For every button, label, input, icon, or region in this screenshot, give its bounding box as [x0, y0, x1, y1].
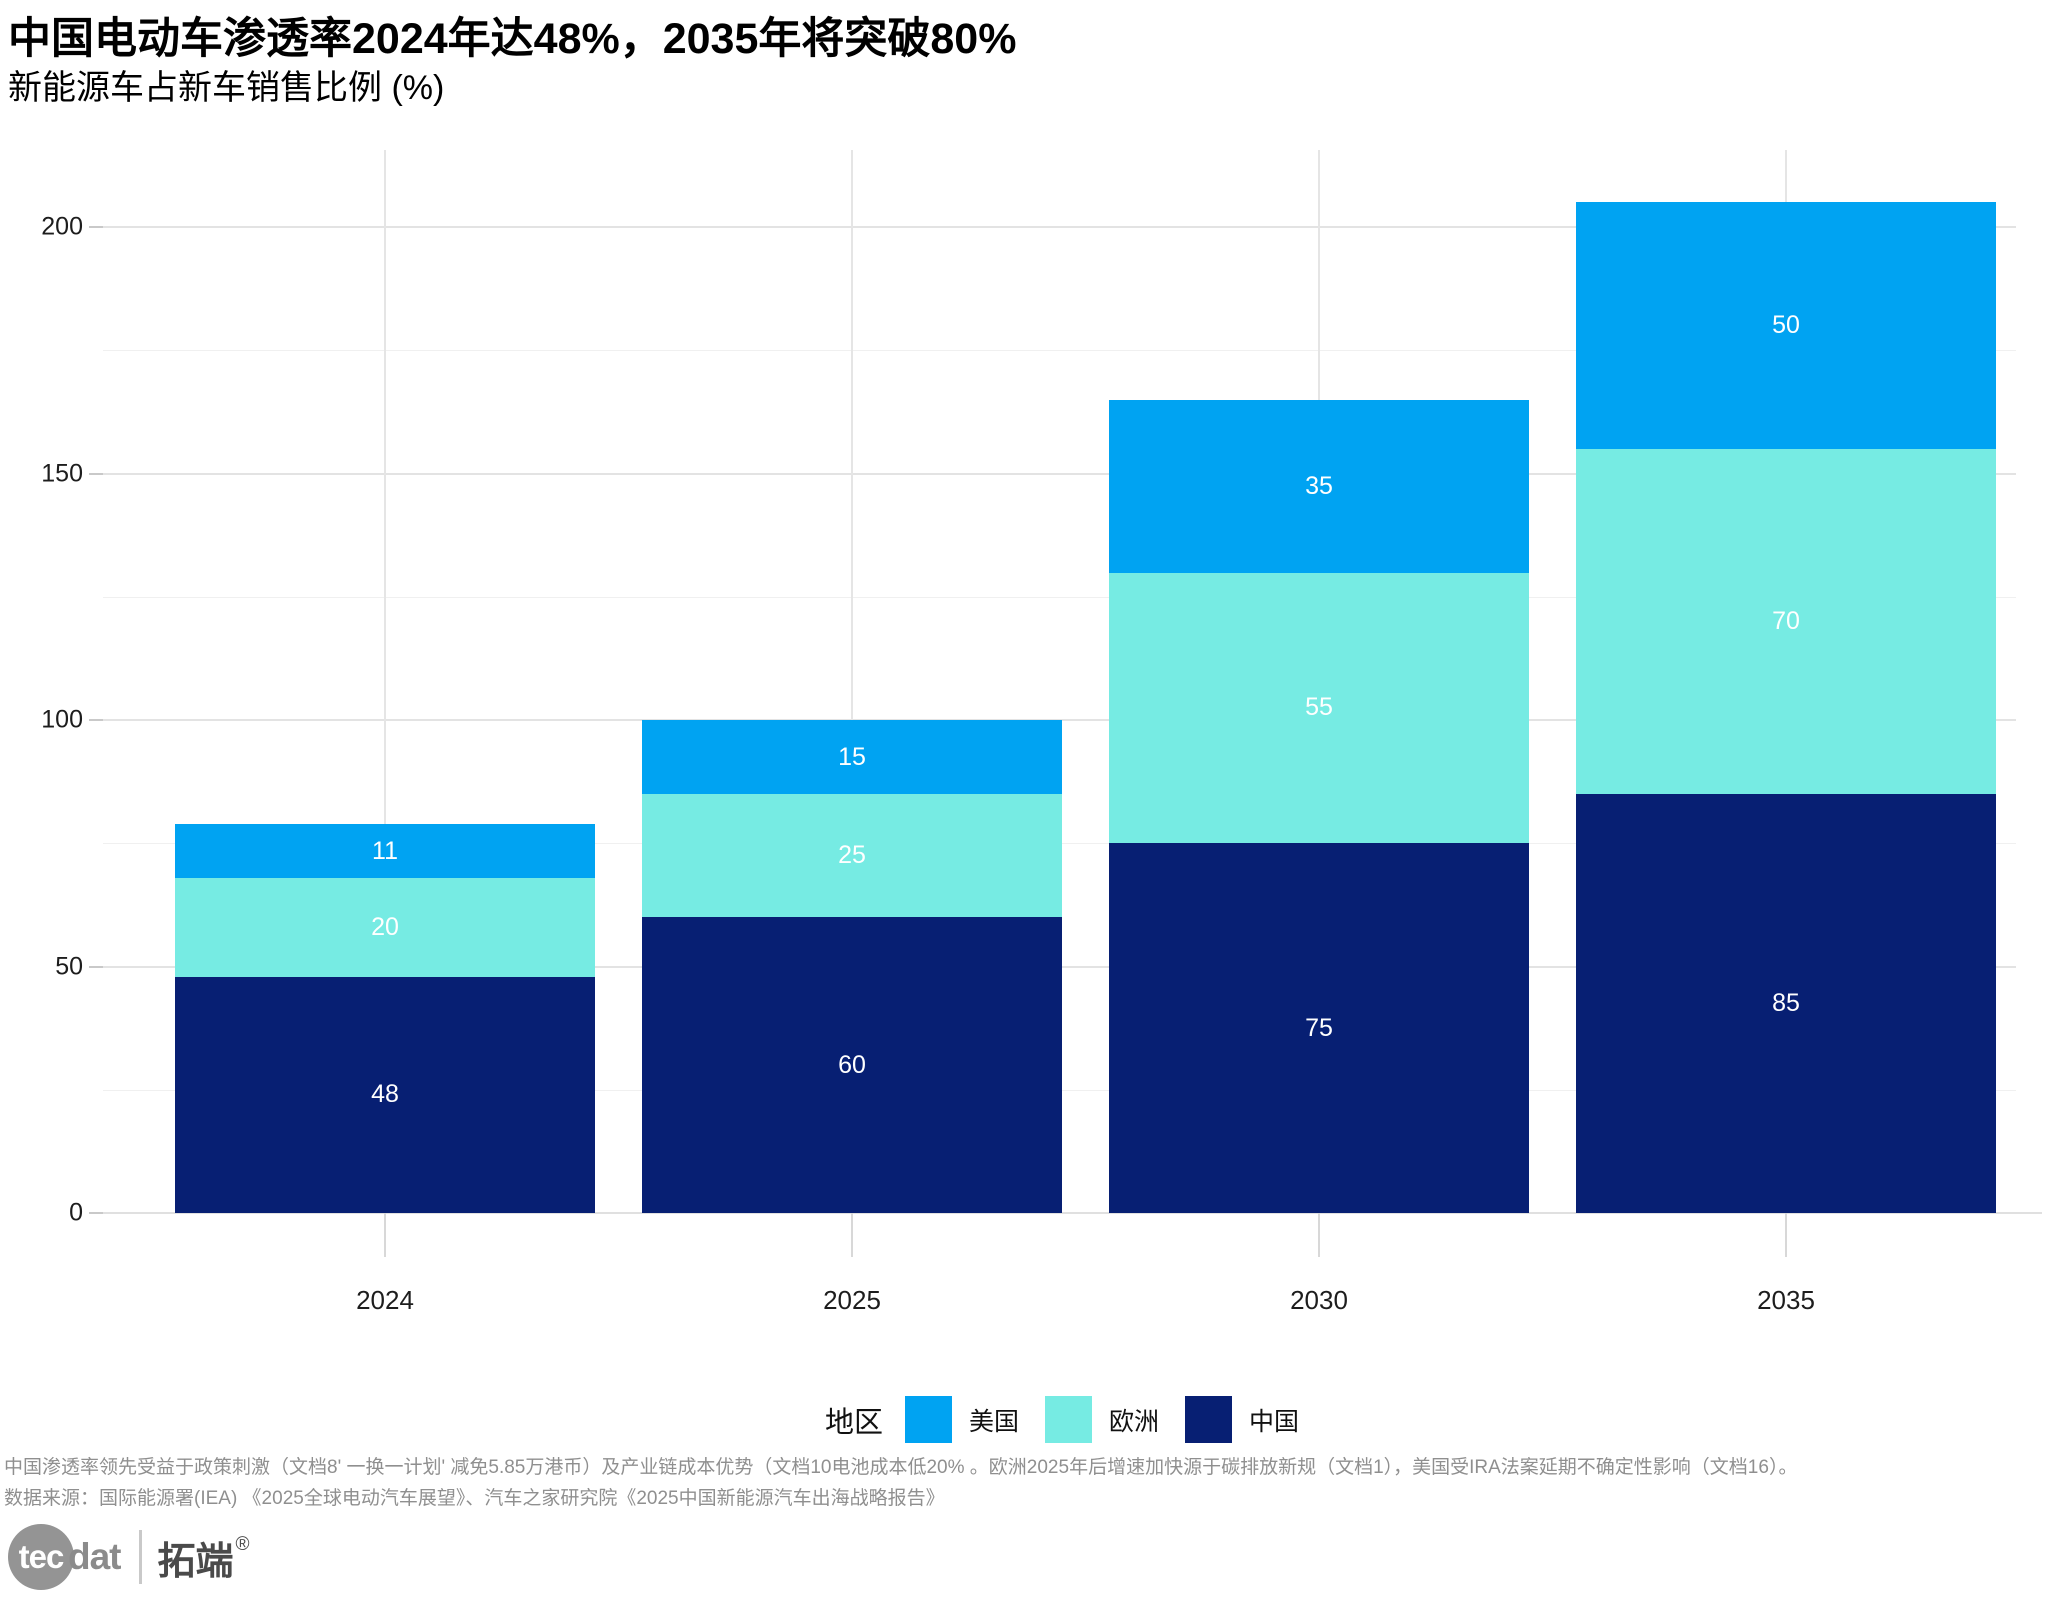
bar-segment-美国-2035: 50: [1576, 202, 1996, 449]
chart-subtitle: 新能源车占新车销售比例 (%): [8, 69, 445, 107]
bar-value-label: 55: [1305, 693, 1333, 721]
logo-text-tec: tec: [18, 1538, 65, 1575]
tecdat-logo: tec dat 拓端 ®: [8, 1522, 250, 1592]
logo-divider: [138, 1530, 142, 1584]
bar-value-label: 75: [1305, 1013, 1333, 1042]
legend-label: 欧洲: [1109, 1407, 1160, 1436]
registered-mark: ®: [235, 1534, 250, 1555]
x-axis-tick-2035: [1785, 1213, 1787, 1257]
x-axis-tick-2025: [851, 1213, 853, 1257]
bar-segment-美国-2024: 11: [175, 824, 595, 878]
bar-segment-中国-2025: 60: [642, 917, 1062, 1213]
bar-segment-美国-2030: 35: [1109, 400, 1529, 573]
gridline-vertical-2025: [851, 150, 853, 1213]
logo-text-cn: 拓端: [157, 1540, 234, 1583]
bar-value-label: 15: [838, 742, 866, 771]
x-axis-tick-2024: [384, 1213, 386, 1257]
x-axis-tick-2030: [1318, 1213, 1320, 1257]
bar-value-label: 60: [838, 1050, 866, 1079]
bar-segment-中国-2030: 75: [1109, 843, 1529, 1213]
footnote-line-1: 中国渗透率领先受益于政策刺激（文档8' 一换一计划' 减免5.85万港币）及产业…: [4, 1457, 1798, 1478]
gridline-vertical-2024: [384, 150, 386, 1213]
x-axis-line: [103, 1212, 2042, 1214]
bar-segment-美国-2025: 15: [642, 720, 1062, 794]
x-axis-label-2035: 2035: [1757, 1285, 1815, 1315]
x-axis-label-2024: 2024: [356, 1285, 414, 1315]
tecdat-logo-icon: tec: [8, 1524, 74, 1590]
y-axis-tick: [89, 473, 103, 475]
footnote-line-2: 数据来源：国际能源署(IEA) 《2025全球电动汽车展望》、汽车之家研究院《2…: [4, 1488, 945, 1509]
y-axis-tick: [89, 226, 103, 228]
y-axis-tick: [89, 966, 103, 968]
legend: 地区 美国 欧洲 中国: [0, 1396, 2054, 1443]
bar-value-label: 20: [371, 913, 399, 941]
bar-segment-欧洲-2024: 20: [175, 878, 595, 977]
gridline-major-y200: [103, 226, 2016, 228]
bar-value-label: 25: [838, 841, 866, 869]
legend-swatch-美国: [904, 1396, 952, 1443]
legend-item-美国: 美国: [904, 1396, 1019, 1443]
y-axis-label: 200: [41, 212, 83, 241]
bar-segment-中国-2024: 48: [175, 976, 595, 1213]
gridline-minor-y125: [103, 597, 2016, 598]
y-axis-tick: [89, 719, 103, 721]
bar-value-label: 70: [1772, 607, 1800, 635]
gridline-minor-y175: [103, 350, 2016, 351]
gridline-major-y150: [103, 473, 2016, 475]
y-axis-label: 100: [41, 705, 83, 734]
y-axis-label: 150: [41, 459, 83, 488]
legend-swatch-中国: [1185, 1396, 1233, 1443]
bar-segment-欧洲-2030: 55: [1109, 572, 1529, 843]
legend-label: 美国: [968, 1407, 1019, 1436]
x-axis-label-2030: 2030: [1290, 1285, 1348, 1315]
chart-title: 中国电动车渗透率2024年达48%，2035年将突破80%: [8, 15, 1017, 63]
legend-items: 美国 欧洲 中国: [904, 1396, 1299, 1443]
legend-swatch-欧洲: [1045, 1396, 1092, 1443]
bar-segment-欧洲-2025: 25: [642, 794, 1062, 917]
legend-item-欧洲: 欧洲: [1045, 1396, 1159, 1443]
bar-segment-中国-2035: 85: [1576, 794, 1996, 1213]
bar-value-label: 48: [371, 1080, 399, 1108]
y-axis-label: 0: [69, 1198, 83, 1227]
legend-label: 中国: [1249, 1407, 1300, 1436]
y-axis-label: 50: [55, 952, 83, 981]
bar-segment-欧洲-2035: 70: [1576, 449, 1996, 794]
y-axis-tick: [89, 1212, 103, 1214]
bar-value-label: 85: [1772, 989, 1800, 1017]
legend-title: 地区: [824, 1406, 883, 1439]
legend-item-中国: 中国: [1185, 1396, 1299, 1443]
x-axis-label-2025: 2025: [823, 1285, 881, 1315]
bar-value-label: 50: [1772, 311, 1800, 339]
bar-value-label: 11: [372, 836, 398, 865]
logo-text-dat: dat: [68, 1536, 121, 1577]
bar-value-label: 35: [1305, 472, 1333, 500]
